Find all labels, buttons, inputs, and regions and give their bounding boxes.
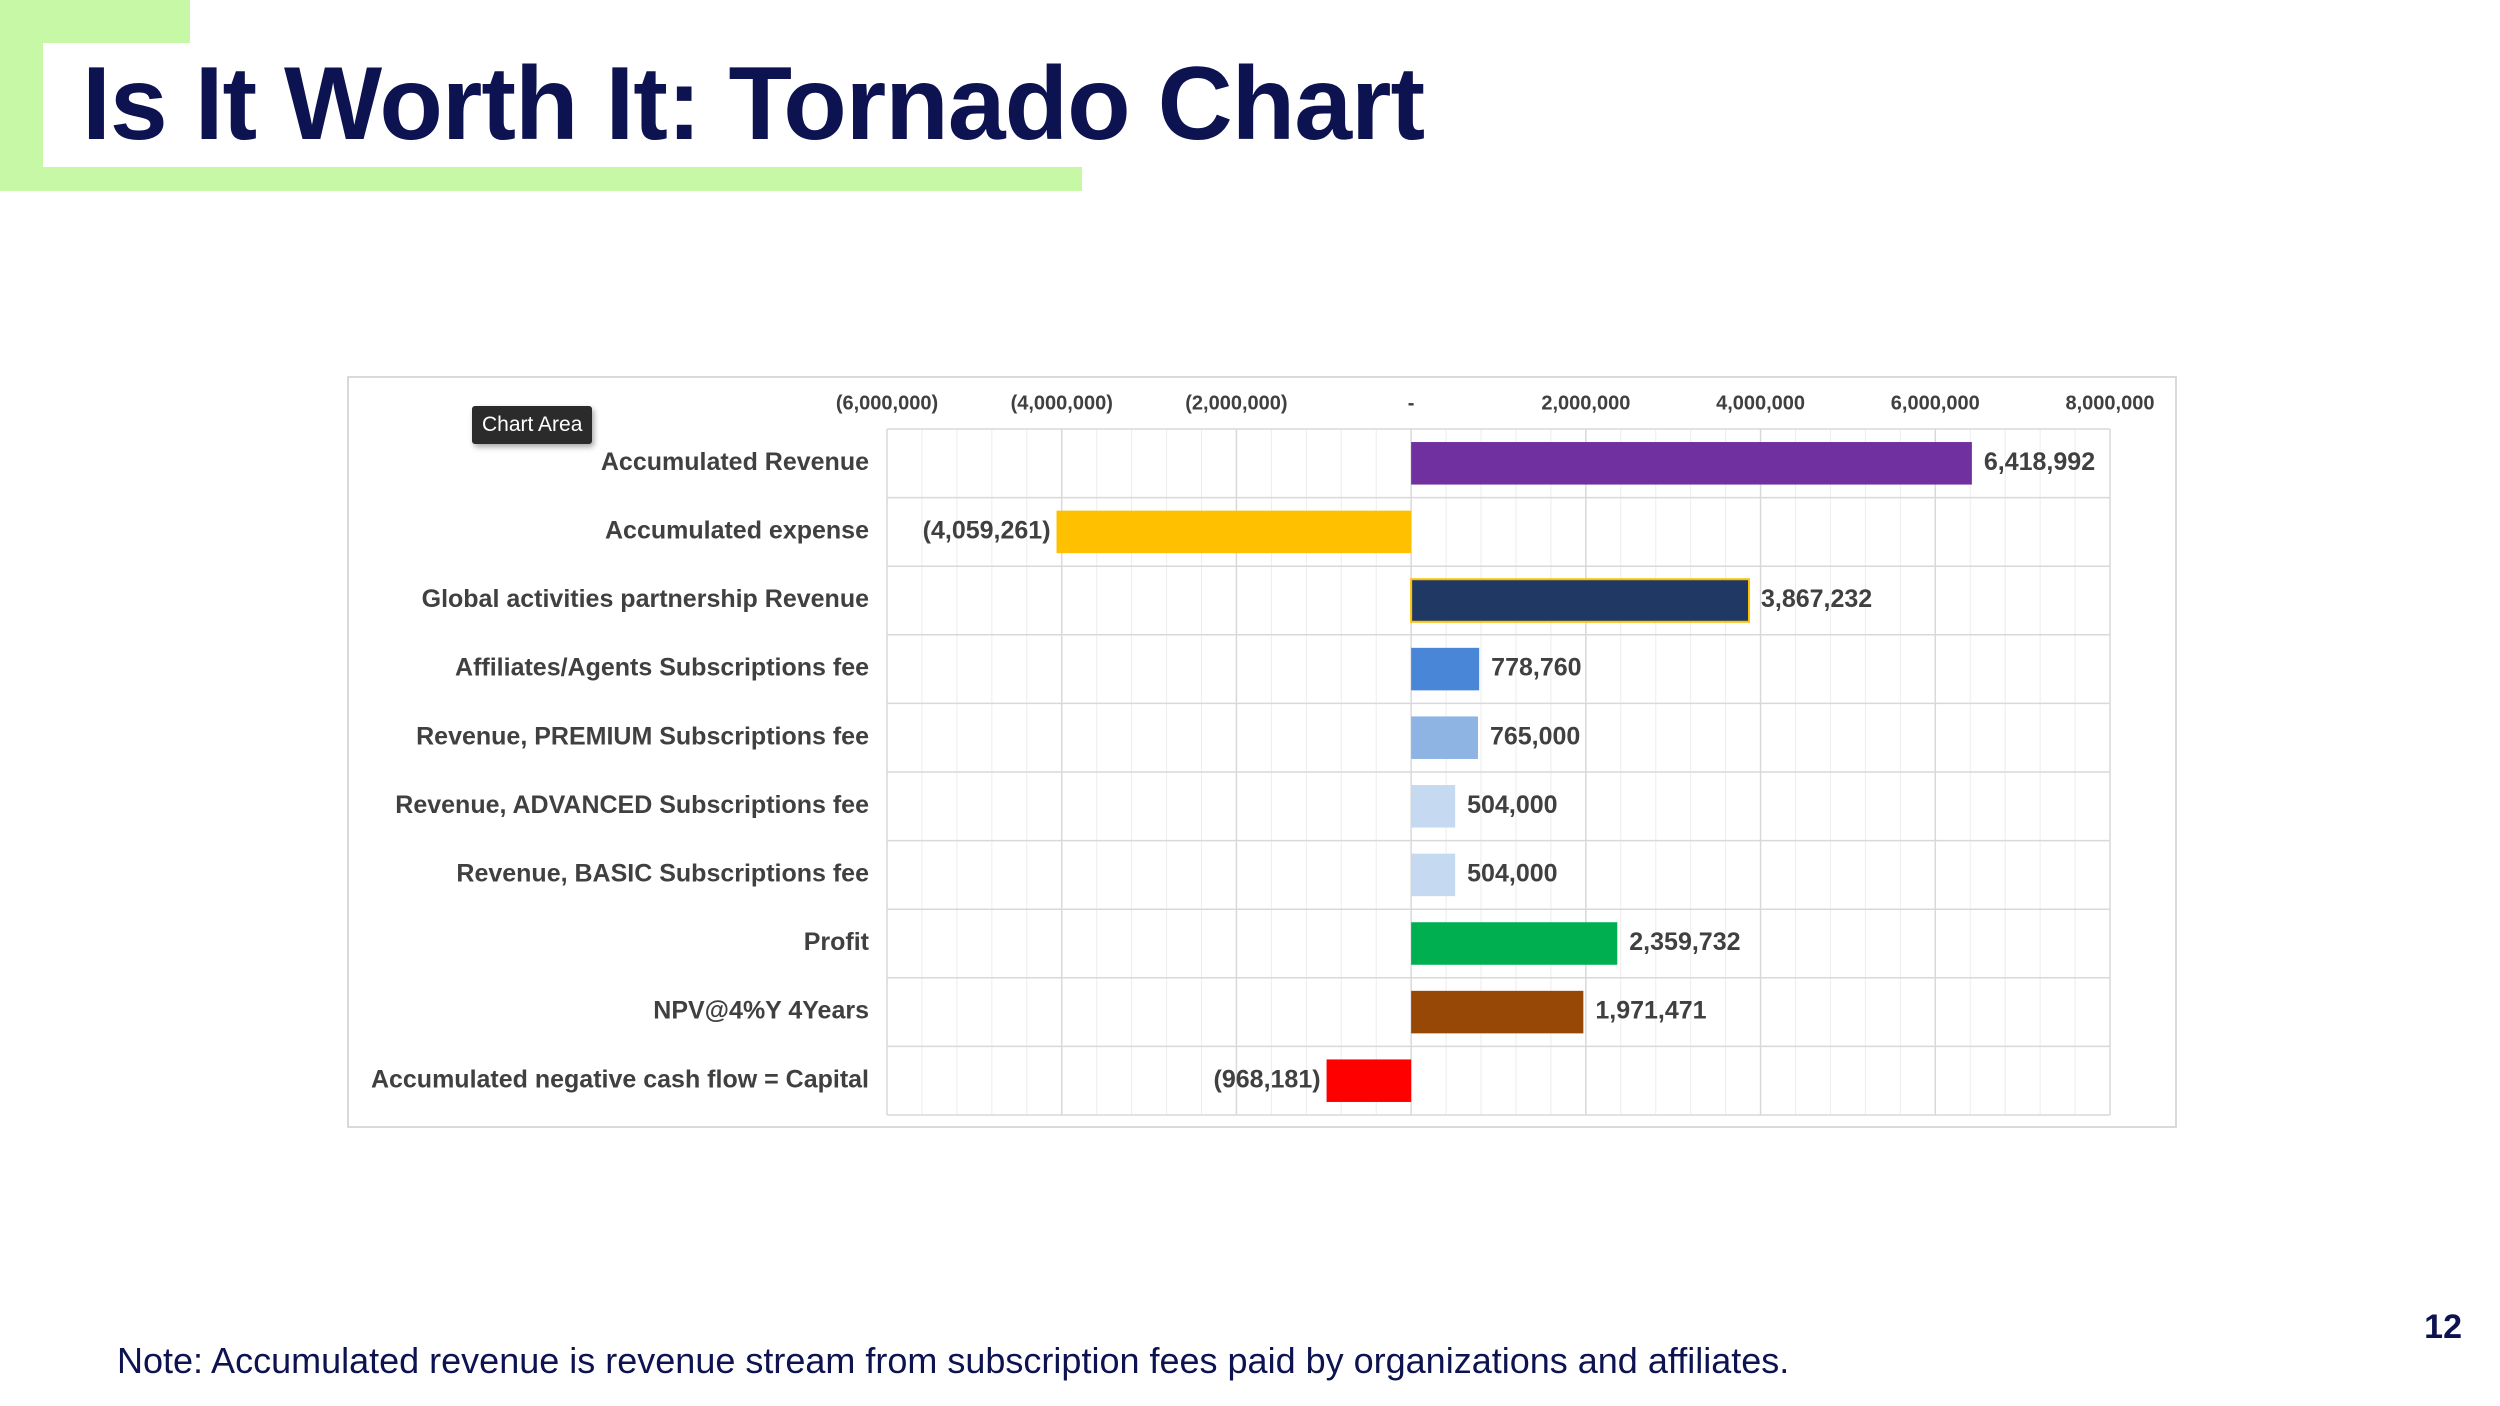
category-label: Accumulated negative cash flow = Capital <box>371 1065 869 1093</box>
bar-4[interactable] <box>1411 647 1480 691</box>
category-label: Revenue, PREMIUM Subscriptions fee <box>416 722 869 750</box>
category-label: Accumulated expense <box>605 517 869 545</box>
slide-title: Is It Worth It: Tornado Chart <box>82 46 1425 162</box>
bar-9[interactable] <box>1411 990 1584 1034</box>
page-number: 12 <box>2424 1308 2462 1346</box>
category-label: NPV@4%Y 4Years <box>653 997 869 1025</box>
category-label: Revenue, ADVANCED Subscriptions fee <box>395 791 869 819</box>
category-label: Global activities partnership Revenue <box>422 585 869 613</box>
bar-7[interactable] <box>1411 853 1456 897</box>
data-label: 504,000 <box>1467 860 1557 888</box>
bar-5[interactable] <box>1411 716 1478 759</box>
data-label: 504,000 <box>1467 791 1557 819</box>
footnote: Note: Accumulated revenue is revenue str… <box>117 1340 1790 1381</box>
bar-3[interactable] <box>1410 578 1750 623</box>
bar-8[interactable] <box>1411 922 1618 965</box>
category-label: Profit <box>804 928 870 956</box>
x-tick-label: (2,000,000) <box>1185 392 1287 414</box>
title-box <box>43 43 1082 167</box>
data-label: (968,181) <box>1214 1065 1321 1093</box>
data-label: (4,059,261) <box>923 517 1051 545</box>
x-tick-label: 2,000,000 <box>1541 392 1630 414</box>
x-tick-label: (6,000,000) <box>836 392 938 414</box>
data-label: 3,867,232 <box>1761 585 1872 613</box>
tornado-chart: (6,000,000) (4,000,000) (2,000,000) - 2,000,… <box>371 392 2155 1116</box>
bar-10[interactable] <box>1326 1059 1412 1102</box>
data-label: 2,359,732 <box>1629 928 1740 956</box>
data-label: 765,000 <box>1490 722 1580 750</box>
bar-6[interactable] <box>1411 785 1456 828</box>
category-label: Affiliates/Agents Subscriptions fee <box>455 654 869 682</box>
chart-area-tooltip: Chart Area <box>472 406 593 444</box>
category-label: Revenue, BASIC Subscriptions fee <box>456 860 869 888</box>
data-label: 1,971,471 <box>1595 997 1706 1025</box>
chart-area[interactable]: (6,000,000) (4,000,000) (2,000,000) - 2,000,… <box>347 376 2177 1128</box>
x-tick-label: (4,000,000) <box>1011 392 1113 414</box>
bar-1[interactable] <box>1411 442 1972 485</box>
category-label: Accumulated Revenue <box>601 448 869 476</box>
x-tick-label: - <box>1408 392 1415 414</box>
x-tick-label: 8,000,000 <box>2066 392 2155 414</box>
x-tick-label: 6,000,000 <box>1891 392 1980 414</box>
data-label: 778,760 <box>1491 654 1581 682</box>
x-tick-label: 4,000,000 <box>1716 392 1805 414</box>
data-label: 6,418,992 <box>1984 448 2095 476</box>
title-accent-notch <box>190 0 1082 43</box>
bar-2[interactable] <box>1056 510 1412 554</box>
